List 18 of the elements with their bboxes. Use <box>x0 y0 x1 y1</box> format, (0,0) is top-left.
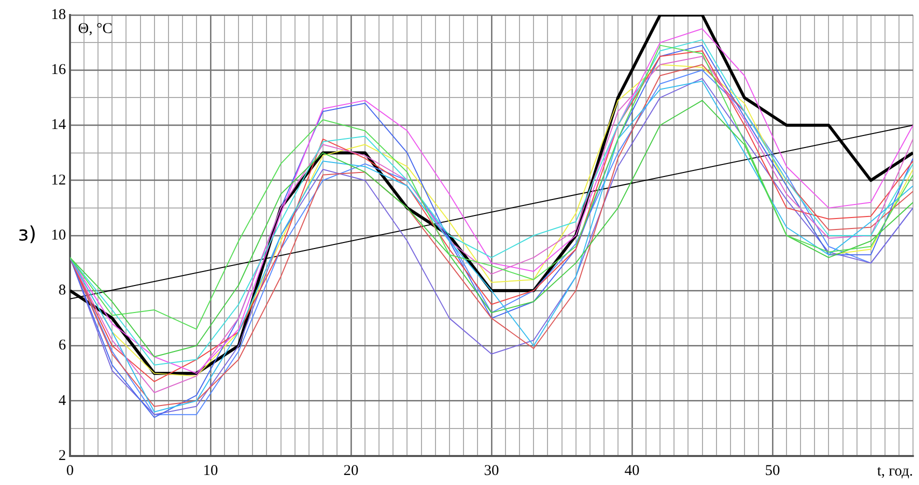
x-tick-label: 10 <box>203 462 218 479</box>
y-tick-label: 14 <box>51 117 66 134</box>
text: з) <box>18 222 36 246</box>
x-tick-label: 0 <box>66 462 74 479</box>
y-axis-title: Θ, °C <box>78 20 112 37</box>
y-tick-label: 6 <box>58 338 66 354</box>
y-tick-label: 2 <box>58 448 66 464</box>
y-tick-label: 4 <box>58 392 66 409</box>
x-tick-label: 20 <box>344 462 358 479</box>
x-tick-label: 50 <box>765 462 780 479</box>
y-tick-label: 12 <box>51 172 66 188</box>
y-tick-label: 16 <box>51 62 66 78</box>
x-tick-label: 40 <box>624 462 640 479</box>
y-tick-label: 18 <box>51 6 66 23</box>
x-tick-label: 30 <box>484 462 499 479</box>
x-axis-title: t, год. <box>877 463 913 480</box>
y-tick-label: 10 <box>51 227 66 244</box>
y-tick-label: 8 <box>58 282 66 299</box>
